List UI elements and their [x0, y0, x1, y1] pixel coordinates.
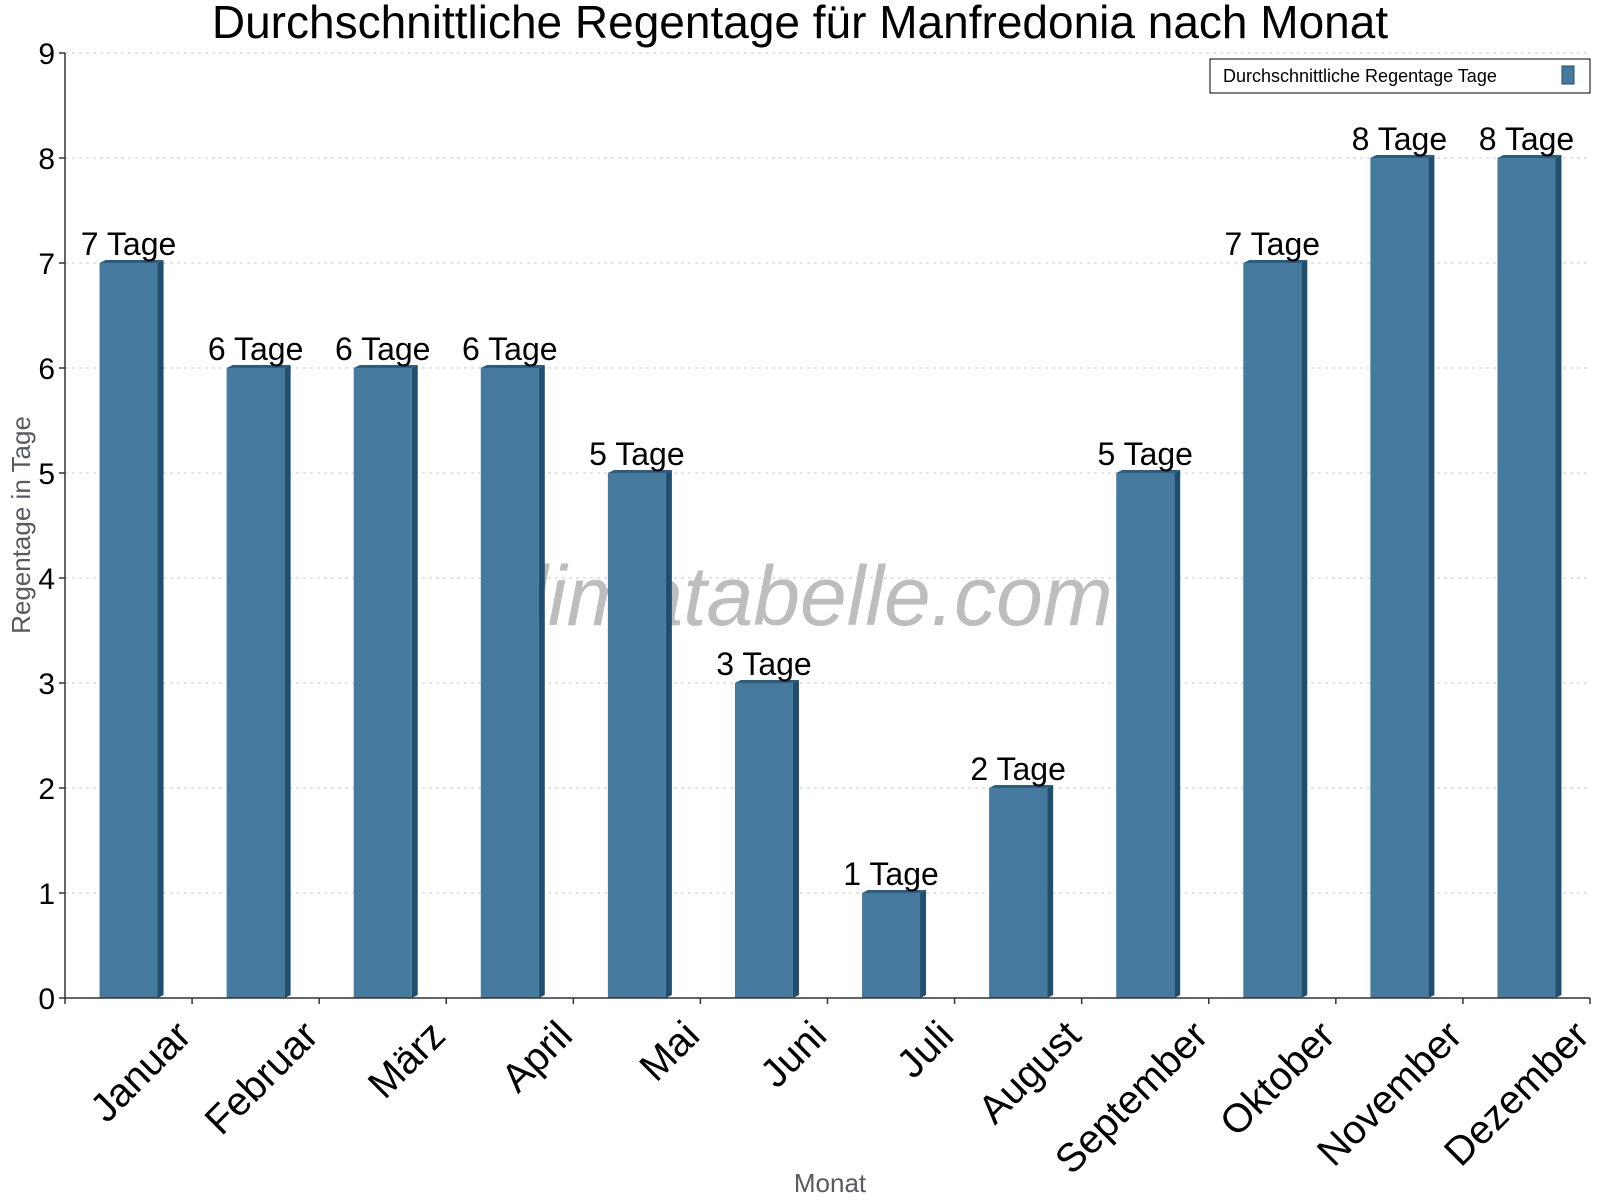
y-axis-title: Regentage in Tage [6, 416, 36, 634]
y-tick-label: 3 [38, 668, 55, 701]
x-tick-label: April [493, 1013, 581, 1101]
legend-box [1209, 58, 1591, 94]
y-tick-label: 1 [38, 878, 55, 911]
data-label: 8 Tage [1479, 121, 1575, 157]
legend: Durchschnittliche Regentage Tage [1209, 58, 1591, 94]
data-label: 5 Tage [1097, 436, 1193, 472]
grid-lines [65, 52, 1590, 894]
bar-side [920, 890, 927, 998]
y-tick-label: 9 [38, 38, 55, 71]
bar-front [607, 473, 666, 998]
bar-12 [1497, 155, 1562, 998]
y-tick-label: 8 [38, 143, 55, 176]
bar-1 [99, 260, 164, 998]
bar-11 [1370, 155, 1435, 998]
bar-front [862, 893, 921, 998]
bar-front [480, 368, 539, 998]
bar-front [989, 788, 1048, 998]
bar-10 [1243, 260, 1308, 998]
x-tick-label: Juli [889, 1013, 963, 1087]
watermark: klimatabelle.com [487, 549, 1113, 643]
bar-top [989, 785, 1054, 788]
bar-top [862, 890, 927, 893]
bar-side [665, 470, 672, 998]
bar-side [1174, 470, 1181, 998]
data-label: 6 Tage [335, 331, 431, 367]
legend-label: Durchschnittliche Regentage Tage [1223, 66, 1497, 86]
bar-front [226, 368, 285, 998]
bar-side [1301, 260, 1308, 998]
data-labels: 7 Tage 6 Tage 6 Tage 6 Tage 5 Tage 3 Tage 1 Ta… [81, 121, 1574, 892]
bar-5 [607, 470, 672, 998]
y-tick-label: 7 [38, 248, 55, 281]
x-tick-label: März [360, 1013, 454, 1107]
x-tick-label: August [970, 1013, 1089, 1132]
bar-front [1116, 473, 1175, 998]
bar-top [1116, 470, 1181, 473]
bar-7 [862, 890, 927, 998]
data-label: 1 Tage [843, 856, 939, 892]
bar-6 [734, 680, 799, 998]
bar-front [1497, 158, 1556, 998]
bar-side [284, 365, 291, 998]
legend-swatch [1561, 65, 1575, 85]
data-label: 8 Tage [1352, 121, 1448, 157]
bar-side [538, 365, 545, 998]
bar-2 [226, 365, 291, 998]
bar-side [1555, 155, 1562, 998]
bar-top [1370, 155, 1435, 158]
bar-front [99, 263, 158, 998]
bar-front [353, 368, 412, 998]
x-tick-label: Februar [197, 1013, 327, 1143]
data-label: 7 Tage [81, 226, 177, 262]
chart-title: Durchschnittliche Regentage für Manfredo… [212, 0, 1388, 48]
x-tick-label: Oktober [1212, 1013, 1344, 1145]
bar-9 [1116, 470, 1181, 998]
bar-side [1047, 785, 1054, 998]
bar-side [1428, 155, 1435, 998]
bar-top [1497, 155, 1562, 158]
bar-side [157, 260, 164, 998]
data-label: 5 Tage [589, 436, 685, 472]
bar-8 [989, 785, 1054, 998]
bar-front [1370, 158, 1429, 998]
bar-top [99, 260, 164, 263]
x-tick-label: Mai [631, 1013, 708, 1090]
bar-3 [353, 365, 418, 998]
data-label: 6 Tage [462, 331, 558, 367]
data-label: 7 Tage [1225, 226, 1321, 262]
data-label: 2 Tage [970, 751, 1066, 787]
bar-side [792, 680, 799, 998]
x-axis-title: Monat [794, 1168, 867, 1198]
y-tick-label: 4 [38, 563, 55, 596]
bar-top [480, 365, 545, 368]
bar-top [226, 365, 291, 368]
bar-top [353, 365, 418, 368]
bar-top [1243, 260, 1308, 263]
bar-side [411, 365, 418, 998]
bar-front [1243, 263, 1302, 998]
y-tick-label: 6 [38, 353, 55, 386]
bar-front [734, 683, 793, 998]
x-tick-label: Januar [82, 1013, 200, 1131]
bar-top [607, 470, 672, 473]
x-tick-label: Juni [752, 1013, 835, 1096]
data-label: 3 Tage [716, 646, 812, 682]
data-label: 6 Tage [208, 331, 304, 367]
y-tick-label: 0 [38, 983, 55, 1016]
y-tick-label: 5 [38, 458, 55, 491]
bar-4 [480, 365, 545, 998]
y-tick-label: 2 [38, 773, 55, 806]
bar-top [734, 680, 799, 683]
bars [99, 155, 1562, 998]
